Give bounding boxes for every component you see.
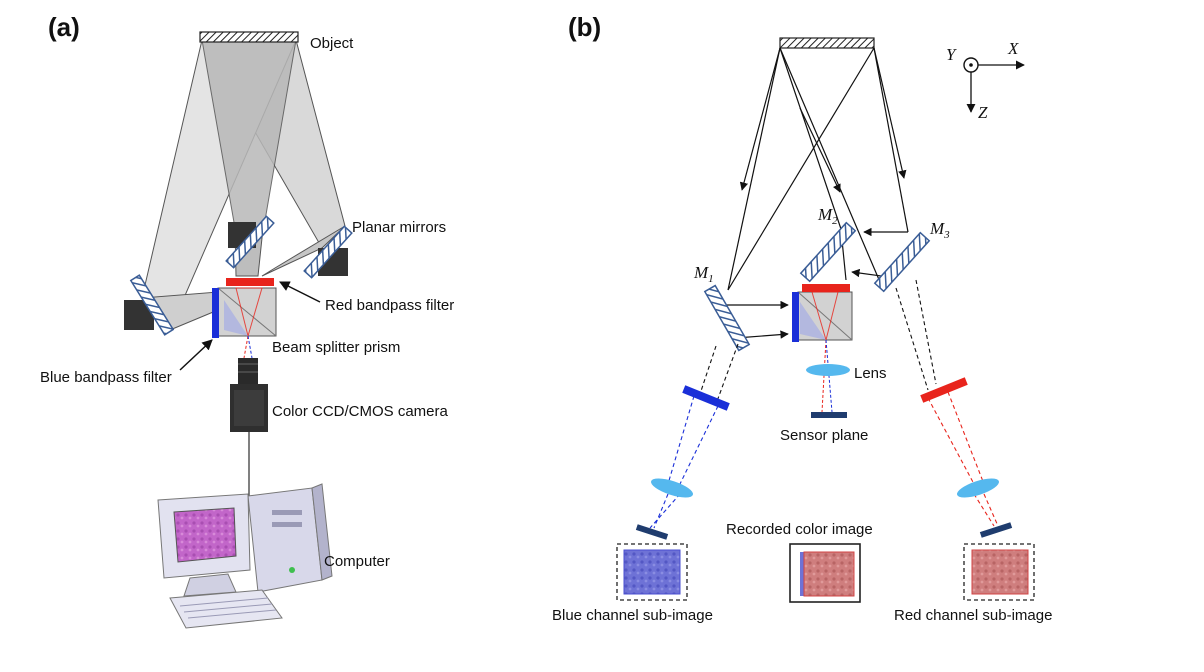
mirror-m1 (703, 284, 751, 352)
red-subimage (963, 543, 1035, 601)
blue-channel-paths (649, 343, 739, 529)
axis-x-label: X (1007, 39, 1019, 58)
blue-channel-lens (650, 478, 694, 498)
beam-splitter-prism-b (797, 291, 853, 342)
blue-bandpass-filter-a (212, 288, 219, 338)
planar-mirrors-label: Planar mirrors (352, 219, 446, 236)
sensor-plane-label: Sensor plane (780, 427, 868, 444)
object-slide (199, 31, 299, 43)
mirror-m3 (873, 231, 931, 293)
blue-channel-filter (682, 385, 730, 411)
panel-a: (a) Object Planar mirrors (40, 12, 454, 629)
object-label: Object (310, 35, 354, 52)
red-channel-sensor (979, 522, 1013, 538)
blue-channel-sensor (635, 524, 669, 540)
axis-z-label: Z (978, 103, 988, 122)
red-bandpass-filter-a (226, 278, 274, 286)
computer-illustration (157, 483, 333, 629)
blue-filter-arrow (179, 339, 213, 371)
center-lens (806, 364, 850, 376)
red-channel-paths (895, 279, 999, 527)
red-filter-b (802, 284, 850, 292)
light-cones (140, 39, 346, 331)
red-filter-arrow (279, 281, 321, 303)
axis-y-label: Y (946, 45, 957, 64)
recorded-image-label: Recorded color image (726, 521, 873, 538)
beam-splitter-label: Beam splitter prism (272, 339, 400, 356)
red-subimage-label: Red channel sub-image (894, 607, 1052, 624)
mirror-m3-label: M3 (929, 219, 950, 241)
blue-subimage (616, 543, 688, 601)
panel-b: (b) Y X Z (552, 12, 1052, 624)
center-sensor (811, 412, 847, 418)
red-bandpass-filter-label: Red bandpass filter (325, 297, 454, 314)
planar-mirror-center (225, 215, 275, 269)
planar-mirror-left (129, 274, 175, 336)
blue-subimage-label: Blue channel sub-image (552, 607, 713, 624)
panel-a-letter: (a) (48, 12, 80, 42)
mirror-m2 (799, 221, 857, 283)
panel-b-letter: (b) (568, 12, 601, 42)
red-channel-filter (920, 377, 968, 403)
mirror-m2-label: M2 (817, 205, 838, 227)
planar-mirror-right (303, 225, 353, 279)
object-slide-b (779, 37, 875, 49)
computer-label: Computer (324, 553, 390, 570)
coordinate-axes: Y X Z (946, 39, 1025, 122)
red-channel-lens (956, 478, 1000, 498)
lens-label: Lens (854, 365, 887, 382)
camera-label: Color CCD/CMOS camera (272, 403, 449, 420)
blue-filter-b (792, 292, 799, 342)
color-camera (230, 358, 268, 432)
recorded-color-image (789, 543, 861, 603)
beam-splitter-prism-a (217, 287, 277, 359)
mirror-m1-label: M1 (693, 263, 714, 285)
center-rays (821, 339, 833, 413)
blue-bandpass-filter-label: Blue bandpass filter (40, 369, 172, 386)
